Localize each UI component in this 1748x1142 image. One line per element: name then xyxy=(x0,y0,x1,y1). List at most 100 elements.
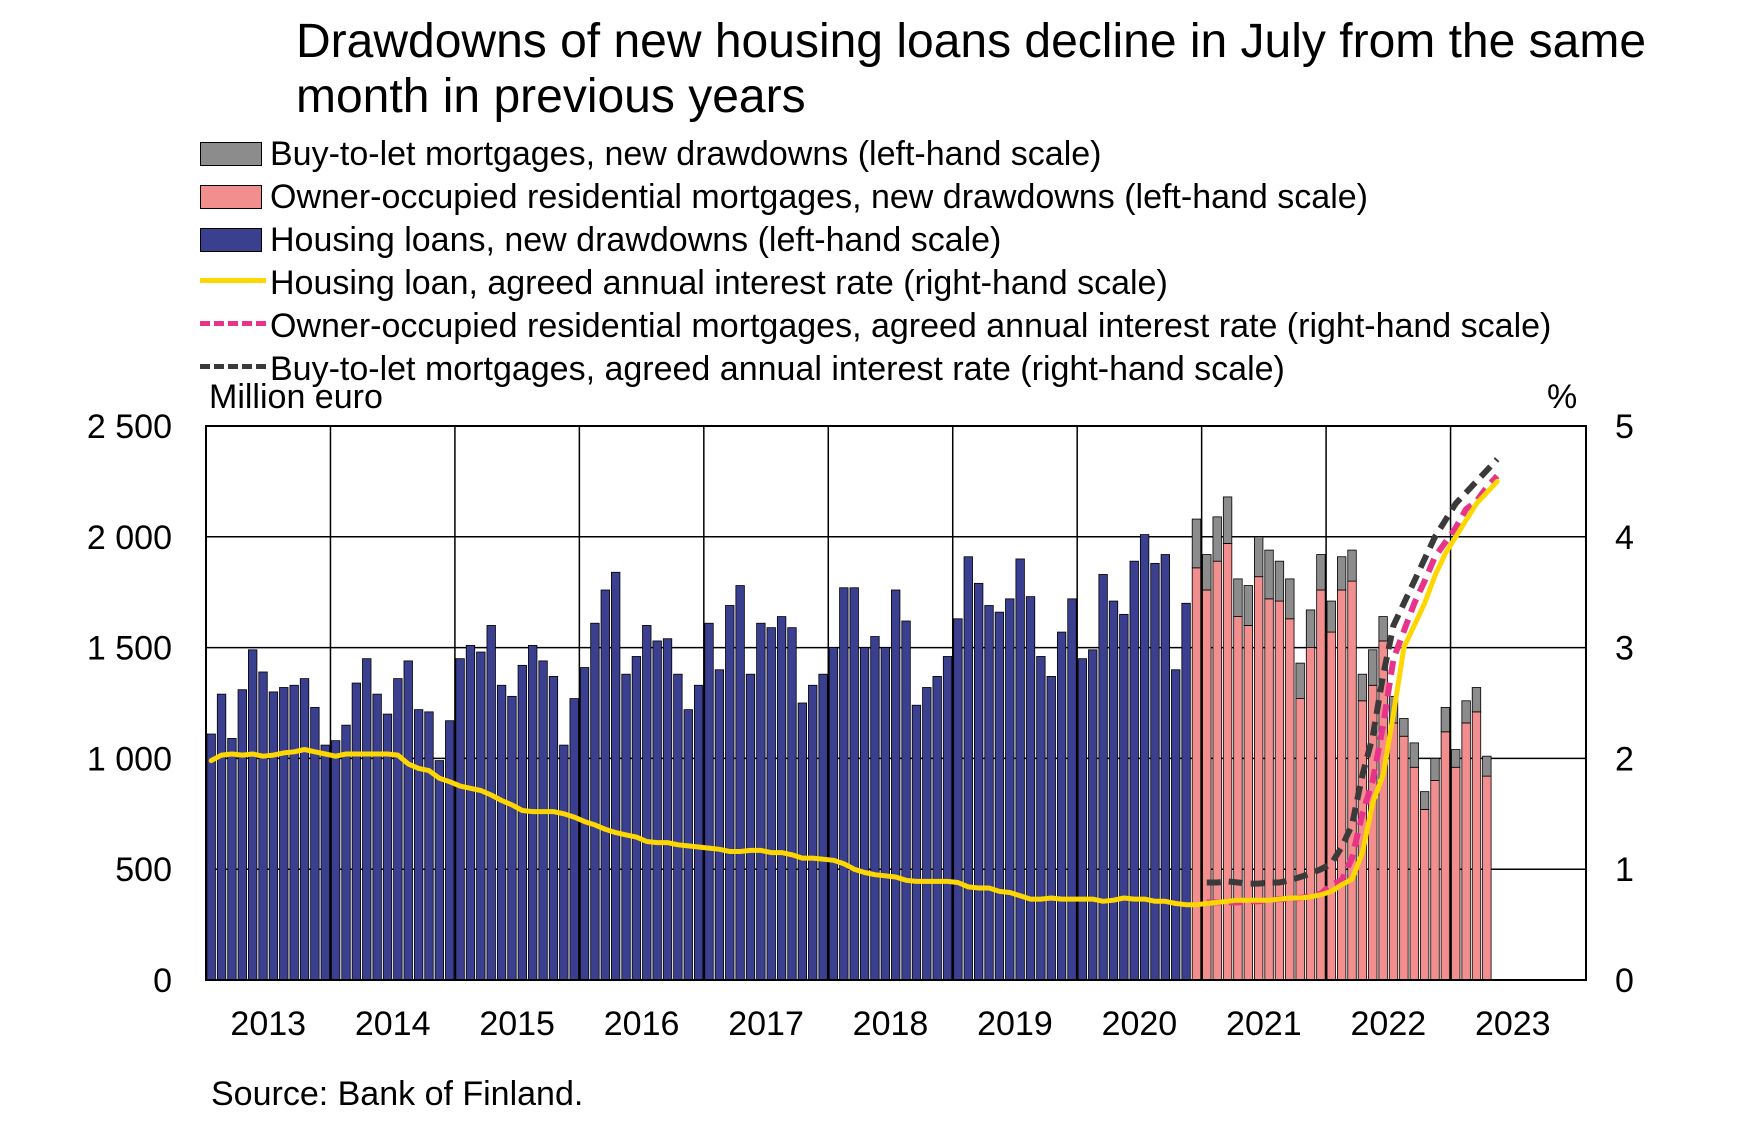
legend-label-ooc-rate: Owner-occupied residential mortgages, ag… xyxy=(270,307,1552,345)
bar-housing-drawdowns xyxy=(590,622,600,981)
right-axis-unit: % xyxy=(1547,378,1578,416)
bar-ooc-drawdowns xyxy=(1409,766,1419,981)
bar-btl-drawdowns xyxy=(1337,556,1347,591)
x-axis-tick-label: 2023 xyxy=(1475,1005,1551,1043)
x-axis-tick-label: 2016 xyxy=(604,1005,680,1043)
right-axis-tick-label: 3 xyxy=(1615,630,1634,668)
bar-housing-drawdowns xyxy=(808,684,818,981)
bar-housing-drawdowns xyxy=(1171,669,1181,981)
bar-housing-drawdowns xyxy=(621,673,631,981)
bar-housing-drawdowns xyxy=(507,695,517,981)
bar-ooc-drawdowns xyxy=(1399,735,1409,981)
bar-btl-drawdowns xyxy=(1191,518,1202,569)
left-axis-tick-label: 2 500 xyxy=(87,408,172,446)
bar-housing-drawdowns xyxy=(1067,598,1077,981)
bar-btl-drawdowns xyxy=(1482,755,1492,777)
bar-housing-drawdowns xyxy=(693,684,704,981)
bar-housing-drawdowns xyxy=(901,620,911,981)
bar-housing-drawdowns xyxy=(372,693,382,981)
bar-housing-drawdowns xyxy=(496,684,507,981)
bar-housing-drawdowns xyxy=(828,647,839,981)
bar-housing-drawdowns xyxy=(393,678,403,981)
legend-line-ooc-rate xyxy=(200,321,266,326)
bar-btl-drawdowns xyxy=(1254,536,1264,578)
bar-housing-drawdowns xyxy=(538,660,548,981)
bar-housing-drawdowns xyxy=(299,678,310,981)
bar-housing-drawdowns xyxy=(227,738,237,981)
bar-ooc-drawdowns xyxy=(1482,775,1492,981)
plot-frame xyxy=(205,425,1587,981)
legend-line-btl-rate xyxy=(200,364,266,369)
bar-ooc-drawdowns xyxy=(1191,567,1202,981)
left-axis-tick-label: 0 xyxy=(153,962,172,1000)
bar-housing-drawdowns xyxy=(258,671,268,981)
left-axis-unit: Million euro xyxy=(209,378,383,416)
bar-ooc-drawdowns xyxy=(1419,808,1430,981)
legend-label-housing-drawdowns: Housing loans, new drawdowns (left-hand … xyxy=(270,221,1002,259)
bar-housing-drawdowns xyxy=(652,640,662,981)
bar-housing-drawdowns xyxy=(891,589,901,981)
bar-btl-drawdowns xyxy=(1451,749,1461,768)
bar-housing-drawdowns xyxy=(455,658,465,981)
legend-label-btl-drawdowns: Buy-to-let mortgages, new drawdowns (lef… xyxy=(270,135,1102,173)
bar-housing-drawdowns xyxy=(797,702,807,981)
legend-label-ooc-drawdowns: Owner-occupied residential mortgages, ne… xyxy=(270,178,1368,216)
bar-btl-drawdowns xyxy=(1264,549,1274,600)
bar-housing-drawdowns xyxy=(1139,534,1150,981)
bar-ooc-drawdowns xyxy=(1471,711,1482,981)
bar-btl-drawdowns xyxy=(1471,687,1482,713)
bar-ooc-drawdowns xyxy=(1233,616,1243,981)
bar-btl-drawdowns xyxy=(1202,554,1212,591)
bar-btl-drawdowns xyxy=(1243,585,1253,626)
bar-housing-drawdowns xyxy=(974,582,984,981)
bar-ooc-drawdowns xyxy=(1461,722,1471,981)
bar-housing-drawdowns xyxy=(1077,658,1088,981)
legend-label-housing-rate: Housing loan, agreed annual interest rat… xyxy=(270,264,1168,302)
x-axis-tick-label: 2015 xyxy=(479,1005,555,1043)
bar-housing-drawdowns xyxy=(1025,596,1036,981)
bar-housing-drawdowns xyxy=(559,744,569,981)
bar-housing-drawdowns xyxy=(600,589,610,981)
bar-housing-drawdowns xyxy=(413,709,424,981)
bar-housing-drawdowns xyxy=(631,656,642,981)
source-note: Source: Bank of Finland. xyxy=(211,1075,584,1113)
bar-housing-drawdowns xyxy=(517,664,527,981)
bar-housing-drawdowns xyxy=(1160,554,1170,981)
x-axis-tick-label: 2022 xyxy=(1351,1005,1427,1043)
bar-housing-drawdowns xyxy=(289,684,299,981)
bar-housing-drawdowns xyxy=(476,651,486,981)
bar-housing-drawdowns xyxy=(310,707,320,981)
bar-ooc-drawdowns xyxy=(1451,766,1461,981)
bar-ooc-drawdowns xyxy=(1254,576,1264,981)
x-axis-tick-label: 2013 xyxy=(230,1005,306,1043)
bar-housing-drawdowns xyxy=(1119,613,1129,981)
bar-housing-drawdowns xyxy=(1129,560,1139,981)
bar-housing-drawdowns xyxy=(849,587,859,981)
bar-btl-drawdowns xyxy=(1305,609,1316,648)
bar-housing-drawdowns xyxy=(1046,676,1056,981)
bar-btl-drawdowns xyxy=(1399,718,1409,737)
bar-btl-drawdowns xyxy=(1440,707,1451,733)
bar-ooc-drawdowns xyxy=(1388,722,1399,981)
bar-housing-drawdowns xyxy=(341,724,351,981)
bar-ooc-drawdowns xyxy=(1337,589,1347,981)
bar-btl-drawdowns xyxy=(1326,600,1336,633)
bar-housing-drawdowns xyxy=(673,673,683,981)
x-axis-tick-label: 2020 xyxy=(1102,1005,1178,1043)
bar-housing-drawdowns xyxy=(839,587,849,981)
bar-housing-drawdowns xyxy=(362,658,372,981)
bar-ooc-drawdowns xyxy=(1295,698,1305,981)
bar-housing-drawdowns xyxy=(911,704,922,981)
bar-ooc-drawdowns xyxy=(1440,731,1451,981)
bar-housing-drawdowns xyxy=(465,644,476,981)
bar-housing-drawdowns xyxy=(434,760,445,981)
bar-ooc-drawdowns xyxy=(1347,580,1357,981)
bar-housing-drawdowns xyxy=(320,744,330,981)
bar-housing-drawdowns xyxy=(1005,598,1015,981)
bar-housing-drawdowns xyxy=(1088,649,1098,981)
bar-btl-drawdowns xyxy=(1378,616,1388,642)
bar-ooc-drawdowns xyxy=(1316,589,1326,981)
left-axis-tick-label: 1 500 xyxy=(87,630,172,668)
bar-btl-drawdowns xyxy=(1419,791,1430,810)
bar-btl-drawdowns xyxy=(1409,742,1419,768)
